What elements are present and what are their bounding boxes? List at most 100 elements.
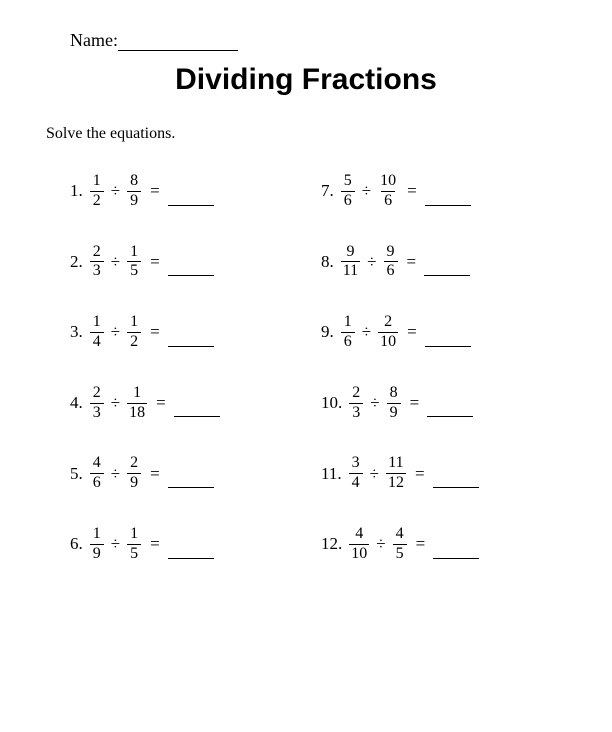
numerator: 10 <box>378 173 398 191</box>
problem-number: 5. <box>70 464 83 484</box>
divide-symbol: ÷ <box>362 322 371 342</box>
fraction-a: 23 <box>349 385 363 422</box>
problem-row: 6.19÷15= <box>70 526 311 563</box>
fraction-a: 14 <box>90 314 104 351</box>
denominator: 4 <box>90 332 104 351</box>
denominator: 4 <box>349 473 363 492</box>
fraction-b: 45 <box>393 526 407 563</box>
denominator: 10 <box>349 544 369 563</box>
answer-blank[interactable] <box>427 405 473 417</box>
numerator: 5 <box>342 173 354 191</box>
numerator: 1 <box>128 526 140 544</box>
fraction-b: 89 <box>387 385 401 422</box>
denominator: 10 <box>378 332 398 351</box>
numerator: 4 <box>394 526 406 544</box>
answer-blank[interactable] <box>425 194 471 206</box>
numerator: 1 <box>91 526 103 544</box>
denominator: 9 <box>387 403 401 422</box>
denominator: 5 <box>127 544 141 563</box>
equals-symbol: = <box>150 252 160 272</box>
divide-symbol: ÷ <box>370 464 379 484</box>
denominator: 18 <box>127 403 147 422</box>
denominator: 3 <box>90 403 104 422</box>
problem-number: 12. <box>321 534 342 554</box>
answer-blank[interactable] <box>168 476 214 488</box>
fraction-a: 911 <box>341 244 360 281</box>
denominator: 6 <box>341 332 355 351</box>
denominator: 9 <box>127 191 141 210</box>
problem-row: 1.12÷89= <box>70 173 311 210</box>
denominator: 6 <box>90 473 104 492</box>
problem-row: 7.56÷106= <box>321 173 562 210</box>
answer-blank[interactable] <box>424 264 470 276</box>
divide-symbol: ÷ <box>111 252 120 272</box>
equals-symbol: = <box>407 252 417 272</box>
divide-symbol: ÷ <box>376 534 385 554</box>
answer-blank[interactable] <box>174 405 220 417</box>
divide-symbol: ÷ <box>111 534 120 554</box>
divide-symbol: ÷ <box>362 181 371 201</box>
denominator: 6 <box>384 261 398 280</box>
numerator: 3 <box>350 455 362 473</box>
numerator: 1 <box>131 385 143 403</box>
answer-blank[interactable] <box>168 547 214 559</box>
answer-blank[interactable] <box>168 264 214 276</box>
answer-blank[interactable] <box>425 335 471 347</box>
fraction-a: 12 <box>90 173 104 210</box>
denominator: 11 <box>341 261 360 280</box>
equals-symbol: = <box>407 322 417 342</box>
fraction-b: 210 <box>378 314 398 351</box>
divide-symbol: ÷ <box>367 252 376 272</box>
equals-symbol: = <box>410 393 420 413</box>
problem-row: 8. 911 ÷ 9 6 = <box>321 244 562 281</box>
fraction-b: 1112 <box>386 455 406 492</box>
denominator: 9 <box>127 473 141 492</box>
numerator: 8 <box>388 385 400 403</box>
problem-number: 8. <box>321 252 334 272</box>
equals-symbol: = <box>150 464 160 484</box>
answer-blank[interactable] <box>168 194 214 206</box>
denominator: 9 <box>90 544 104 563</box>
denominator: 2 <box>127 332 141 351</box>
problems-grid: 1.12÷89=7.56÷106=2.23÷15=8.911÷96=3.14÷1… <box>40 173 572 563</box>
answer-blank[interactable] <box>168 335 214 347</box>
fraction-a: 19 <box>90 526 104 563</box>
problem-row: 12.410÷45= <box>321 526 562 563</box>
problem-row: 11.34÷1112= <box>321 455 562 492</box>
name-label: Name: <box>70 30 118 50</box>
fraction-b: 29 <box>127 455 141 492</box>
numerator: 9 <box>344 244 356 262</box>
fraction-b: 118 <box>127 385 147 422</box>
answer-blank[interactable] <box>433 476 479 488</box>
problem-number: 4. <box>70 393 83 413</box>
problem-number: 2. <box>70 252 83 272</box>
denominator: 12 <box>386 473 406 492</box>
denominator: 6 <box>381 191 395 210</box>
equals-symbol: = <box>150 534 160 554</box>
denominator: 6 <box>341 191 355 210</box>
fraction-b: 15 <box>127 244 141 281</box>
problem-row: 9.16÷210= <box>321 314 562 351</box>
numerator: 2 <box>350 385 362 403</box>
problem-number: 9. <box>321 322 334 342</box>
answer-blank[interactable] <box>433 547 479 559</box>
equals-symbol: = <box>407 181 417 201</box>
equals-symbol: = <box>150 181 160 201</box>
problem-row: 3.14÷12= <box>70 314 311 351</box>
divide-symbol: ÷ <box>111 393 120 413</box>
numerator: 11 <box>386 455 405 473</box>
fraction-a: 34 <box>349 455 363 492</box>
problem-number: 11. <box>321 464 342 484</box>
problem-row: 2.23÷15= <box>70 244 311 281</box>
equals-symbol: = <box>156 393 166 413</box>
problem-number: 7. <box>321 181 334 201</box>
fraction-a: 46 <box>90 455 104 492</box>
numerator: 2 <box>91 385 103 403</box>
worksheet-page: Name: Dividing Fractions Solve the equat… <box>0 0 612 583</box>
numerator: 2 <box>91 244 103 262</box>
divide-symbol: ÷ <box>111 322 120 342</box>
fraction-b: 15 <box>127 526 141 563</box>
name-blank[interactable] <box>118 35 238 51</box>
fraction-b: 89 <box>127 173 141 210</box>
problem-row: 10.23÷89= <box>321 385 562 422</box>
